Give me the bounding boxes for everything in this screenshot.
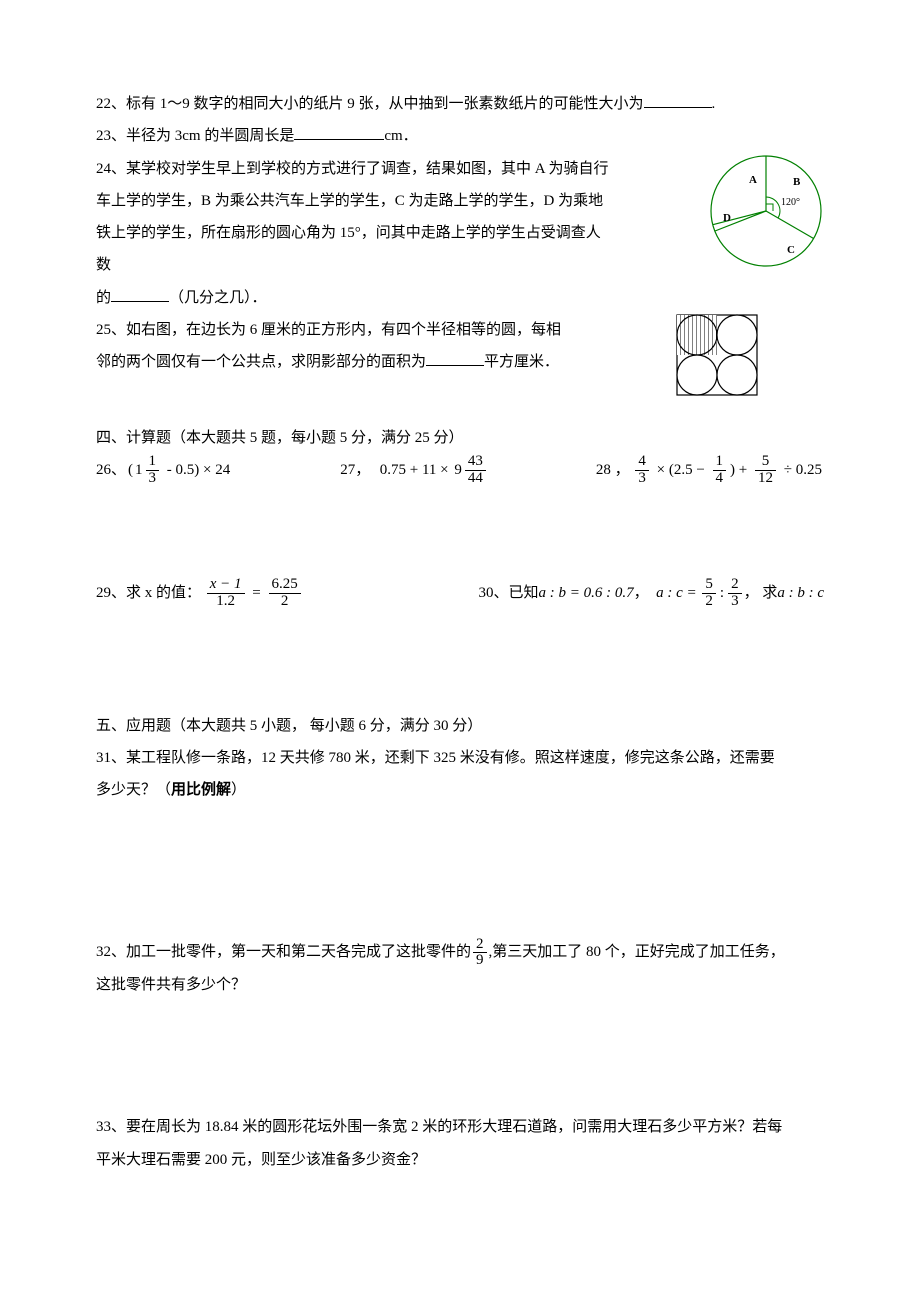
q28-f3: 512 <box>755 454 776 487</box>
question-25: 25、如右图，在边长为 6 厘米的正方形内，有四个半径相等的圆，每相 邻的两个圆… <box>96 314 824 394</box>
q29-eq: = <box>252 585 260 601</box>
q23-text: 23、半径为 3cm 的半圆周长是 <box>96 128 294 144</box>
svg-text:120°: 120° <box>781 197 800 208</box>
q28-mid2: ) + <box>730 462 751 478</box>
q26-whole: 1 <box>135 454 143 486</box>
question-31: 31、某工程队修一条路，12 天共修 780 米，还剩下 325 米没有修。照这… <box>96 742 824 807</box>
q30-colon: : <box>720 585 724 601</box>
section-5-title: 五、应用题（本大题共 5 小题， 每小题 6 分，满分 30 分） <box>96 710 824 742</box>
q31-line1: 31、某工程队修一条路，12 天共修 780 米，还剩下 325 米没有修。照这… <box>96 742 824 774</box>
q33-line1: 33、要在周长为 18.84 米的圆形花坛外围一条宽 2 米的环形大理石道路，问… <box>96 1111 824 1143</box>
q24-line1: 24、某学校对学生早上到学校的方式进行了调查，结果如图，其中 A 为骑自行 <box>96 153 674 185</box>
question-28: 28 ， 43 × (2.5 − 14) + 512 ÷ 0.25 <box>596 454 824 487</box>
q32-prefix: 32、加工一批零件，第一天和第二天各完成了这批零件的 <box>96 944 471 960</box>
q25-line1: 25、如右图，在边长为 6 厘米的正方形内，有四个半径相等的圆，每相 <box>96 314 674 346</box>
q23-blank <box>294 124 384 140</box>
q30-r2: 23 <box>728 577 742 610</box>
q25-blank <box>426 350 484 366</box>
q30-expr3: a : b : c <box>777 585 824 601</box>
q27-den: 44 <box>465 471 486 487</box>
q26-num: 1 <box>146 454 160 471</box>
q24-line2: 车上学的学生，B 为乘公共汽车上学的学生，C 为走路上学的学生，D 为乘地 <box>96 185 674 217</box>
svg-text:B: B <box>793 176 801 188</box>
question-32: 32、加工一批零件，第一天和第二天各完成了这批零件的29,第三天加工了 80 个… <box>96 936 824 1001</box>
q24-line5: 的 （几分之几）． <box>96 282 674 314</box>
calc-row-2: 29、求 x 的值： x − 11.2 = 6.252 30、已知a : b =… <box>96 577 824 610</box>
q25-line2a: 邻的两个圆仅有一个公共点，求阴影部分的面积为 <box>96 354 426 370</box>
q27-label: 27， <box>340 462 370 478</box>
svg-text:C: C <box>787 244 795 256</box>
q32-frac: 29 <box>473 937 487 970</box>
q29-lhs: x − 11.2 <box>207 577 245 610</box>
q26-mixed: 113 <box>135 454 161 487</box>
q26-label: 26、 <box>96 462 126 478</box>
q30-expr2a: a : c = <box>656 585 700 601</box>
q31-line2b: ） <box>231 782 246 798</box>
q22-blank <box>644 92 712 108</box>
q32-line2: 这批零件共有多少个？ <box>96 969 824 1001</box>
question-27: 27， 0.75 + 11 × 94344 <box>340 454 488 487</box>
question-23: 23、半径为 3cm 的半圆周长是 cm． <box>96 120 824 152</box>
q31-line2a: 多少天？（ <box>96 782 171 798</box>
q27-pre: 0.75 + 11 × <box>380 462 453 478</box>
question-33: 33、要在周长为 18.84 米的圆形花坛外围一条宽 2 米的环形大理石道路，问… <box>96 1111 824 1176</box>
q24-line5a: 的 <box>96 290 111 306</box>
q27-num: 43 <box>465 454 486 471</box>
q25-line2: 邻的两个圆仅有一个公共点，求阴影部分的面积为 平方厘米． <box>96 346 674 378</box>
q24-line5b: （几分之几）． <box>169 290 267 306</box>
q30-label: 30、已知 <box>478 585 538 601</box>
svg-text:A: A <box>749 174 757 186</box>
q30-sep1: ， <box>634 585 649 601</box>
calc-row-1: 26、(113 - 0.5) × 24 27， 0.75 + 11 × 9434… <box>96 454 824 487</box>
q27-whole: 9 <box>454 454 462 486</box>
question-24: A B C D 120° 24、某学校对学生早上到学校的方式进行了调查，结果如图… <box>96 153 824 314</box>
four-circles-svg <box>676 314 758 396</box>
q33-line2: 平米大理石需要 200 元，则至少该准备多少资金？ <box>96 1144 824 1176</box>
q23-tail: cm． <box>384 128 417 144</box>
q30-sep2: ， 求 <box>744 585 778 601</box>
q31-line2: 多少天？（用比例解） <box>96 774 824 806</box>
svg-text:D: D <box>723 212 731 224</box>
pie-svg: A B C D 120° <box>701 153 836 273</box>
q32-line1: 32、加工一批零件，第一天和第二天各完成了这批零件的29,第三天加工了 80 个… <box>96 936 824 969</box>
q30-expr1: a : b = 0.6 : 0.7 <box>538 585 633 601</box>
q24-line4: 数 <box>96 249 674 281</box>
four-circles-figure <box>676 314 758 408</box>
q24-line3: 铁上学的学生，所在扇形的圆心角为 15°，问其中走路上学的学生占受调查人 <box>96 217 674 249</box>
q30-r1: 52 <box>702 577 716 610</box>
q28-f1: 43 <box>635 454 649 487</box>
q27-mixed: 94344 <box>454 454 488 487</box>
question-29: 29、求 x 的值： x − 11.2 = 6.252 <box>96 577 303 610</box>
q22-tail: . <box>712 96 716 112</box>
q25-line2b: 平方厘米． <box>484 354 559 370</box>
q26-pre: ( <box>128 462 133 478</box>
q29-label: 29、求 x 的值： <box>96 585 201 601</box>
pie-chart-figure: A B C D 120° <box>701 153 836 285</box>
question-30: 30、已知a : b = 0.6 : 0.7， a : c = 52:23， 求… <box>478 577 824 610</box>
q28-tail: ÷ 0.25 <box>780 462 822 478</box>
question-22: 22、标有 1～9 数字的相同大小的纸片 9 张，从中抽到一张素数纸片的可能性大… <box>96 88 824 120</box>
q26-tail: - 0.5) × 24 <box>163 462 230 478</box>
q22-text: 22、标有 1～9 数字的相同大小的纸片 9 张，从中抽到一张素数纸片的可能性大… <box>96 96 644 112</box>
q31-bold: 用比例解 <box>171 782 231 798</box>
q26-den: 3 <box>146 471 160 487</box>
q28-f2: 14 <box>713 454 727 487</box>
q24-blank <box>111 286 169 302</box>
q29-rhs: 6.252 <box>269 577 301 610</box>
q32-mid: ,第三天加工了 80 个，正好完成了加工任务， <box>489 944 785 960</box>
q28-mid1: × (2.5 − <box>653 462 709 478</box>
section-4-title: 四、计算题（本大题共 5 题，每小题 5 分，满分 25 分） <box>96 422 824 454</box>
question-26: 26、(113 - 0.5) × 24 <box>96 454 232 487</box>
q28-label: 28 ， <box>596 462 630 478</box>
